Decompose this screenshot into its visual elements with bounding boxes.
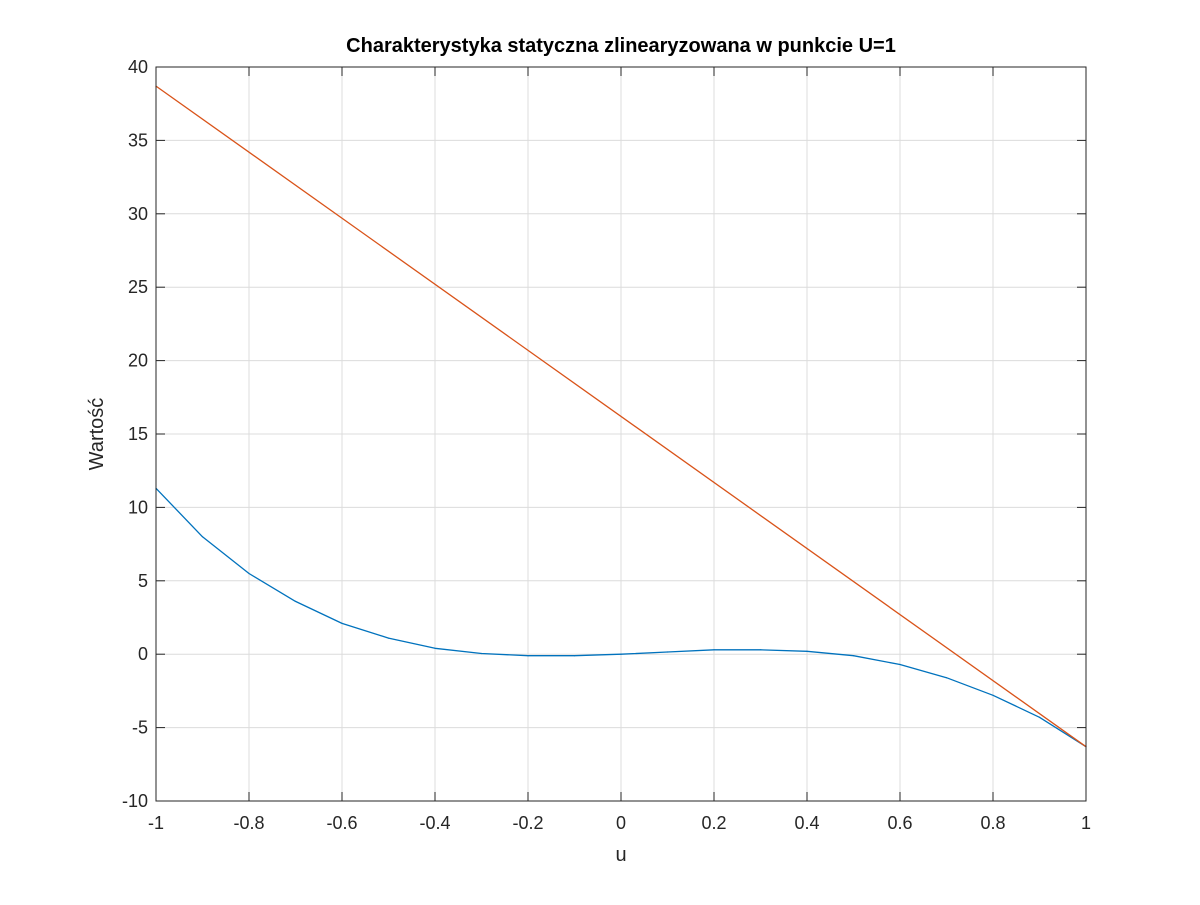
y-tick-label: 25: [128, 277, 148, 297]
y-tick-label: 20: [128, 351, 148, 371]
y-tick-label: -5: [132, 718, 148, 738]
series-1-point: [713, 649, 715, 651]
y-tick-label: 30: [128, 204, 148, 224]
y-tick-label: 0: [138, 644, 148, 664]
series-1-point: [573, 655, 576, 657]
series-1-point: [759, 649, 762, 651]
series-1-point: [294, 600, 297, 603]
ticks: -1 -0.8 -0.6 -0.4 -0.2 0 0.2 0.4 0.6 0.8 1 -10 -5 0 5 1…: [122, 57, 1091, 833]
x-tick-label: 0: [616, 813, 626, 833]
series-1-point: [899, 663, 901, 666]
series-1-point: [341, 622, 343, 625]
x-axis-label: u: [615, 844, 626, 866]
x-tick-label: 1: [1081, 813, 1091, 833]
series-1-point: [666, 651, 669, 653]
series-1-point: [620, 653, 622, 655]
x-tick-label: 0.4: [794, 813, 819, 833]
y-tick-label: 15: [128, 424, 148, 444]
y-tick-label: 40: [128, 57, 148, 77]
series-1-point: [945, 677, 948, 679]
series-1-point: [527, 655, 529, 657]
y-tick-label: 5: [138, 571, 148, 591]
x-tick-label: -1: [148, 813, 164, 833]
y-tick-label: -10: [122, 791, 148, 811]
series-1-point: [387, 637, 390, 639]
chart-title: Charakterystyka statyczna zlinearyzowana…: [346, 35, 896, 57]
x-tick-label: -0.6: [326, 813, 357, 833]
series-1-point: [480, 652, 483, 655]
series-2-line: [155, 85, 1087, 748]
series-1-point: [992, 694, 994, 696]
series-1-point: [852, 655, 855, 657]
grid: [155, 66, 1087, 802]
series-1-point: [1038, 716, 1041, 718]
series-1-point: [248, 572, 250, 575]
series-1-point: [201, 536, 204, 538]
x-tick-label: -0.4: [419, 813, 450, 833]
x-tick-label: -0.8: [233, 813, 264, 833]
y-tick-label: 10: [128, 497, 148, 517]
series-1-point: [434, 647, 436, 649]
x-tick-label: 0.8: [980, 813, 1005, 833]
x-tick-label: 0.6: [887, 813, 912, 833]
x-tick-label: -0.2: [512, 813, 543, 833]
x-tick-label: 0.2: [701, 813, 726, 833]
series-1-point: [806, 650, 808, 652]
y-tick-label: 35: [128, 130, 148, 150]
y-axis-label: Wartość: [86, 398, 108, 471]
